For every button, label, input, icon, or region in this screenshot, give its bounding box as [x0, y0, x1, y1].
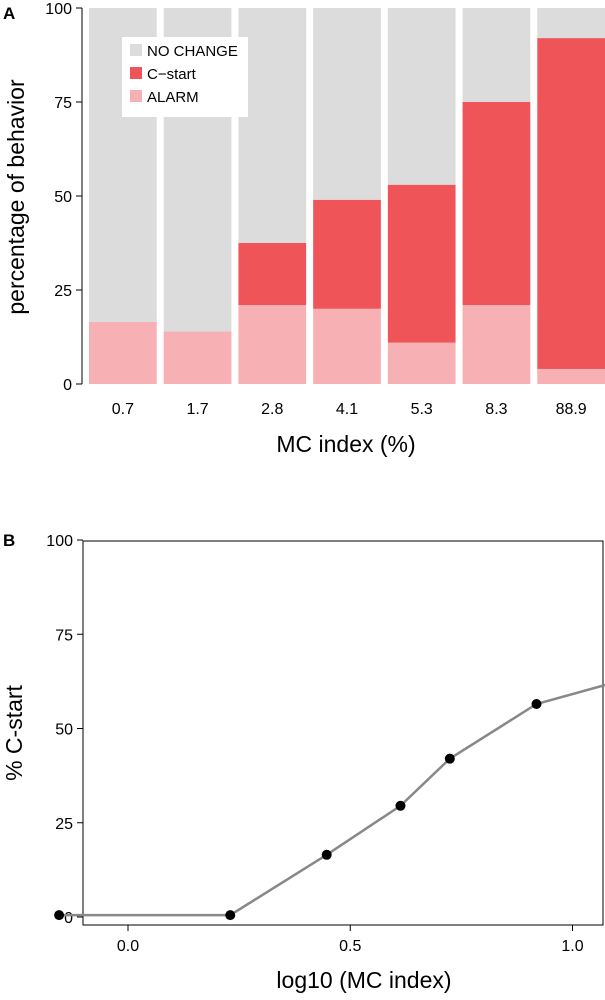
series-line-0	[59, 683, 605, 917]
legend-label: C−start	[147, 66, 197, 83]
legend-box	[122, 37, 248, 117]
x-tick-label: 4.1	[336, 401, 358, 418]
bar-c-start-3	[313, 199, 381, 309]
bar-no-change-6	[537, 8, 605, 39]
bar-no-change-4	[387, 8, 456, 185]
data-point-2	[321, 849, 332, 860]
x-tick-label: 0.7	[112, 401, 134, 418]
y-tick-label: 50	[55, 722, 73, 739]
data-point-1	[225, 910, 236, 921]
panel-b-frame	[82, 540, 604, 926]
panel-a-y-axis-label: percentage of behavior	[3, 79, 29, 315]
x-tick-label: 2.8	[261, 401, 283, 418]
data-point-0	[54, 910, 65, 921]
legend-swatch-0	[130, 44, 142, 56]
y-tick-label: 25	[54, 283, 72, 300]
x-tick-label: 88.9	[556, 401, 587, 418]
y-tick-label: 100	[45, 1, 72, 18]
y-tick-label: 50	[54, 189, 72, 206]
bar-no-change-3	[313, 8, 381, 200]
x-tick-label: 8.3	[485, 401, 507, 418]
legend-swatch-1	[130, 67, 142, 79]
panel-b-series	[54, 683, 605, 921]
data-point-5	[531, 698, 542, 709]
panel-a-legend: NO CHANGE C−start ALARM	[122, 37, 248, 117]
bar-alarm-3	[313, 308, 381, 384]
y-tick-label: 75	[55, 627, 73, 644]
x-tick-label: 1.0	[561, 938, 583, 955]
x-tick-label: 1.7	[186, 401, 208, 418]
bar-c-start-2	[238, 243, 307, 306]
panel-a-letter: A	[3, 4, 15, 23]
panel-b-y-axis-label: % C-start	[1, 684, 27, 780]
data-point-3	[395, 800, 406, 811]
y-tick-label: 100	[46, 533, 73, 550]
y-tick-label: 0	[63, 377, 72, 394]
panel-a-x-axis-label: MC index (%)	[276, 431, 415, 457]
bar-alarm-0	[89, 321, 157, 384]
bar-alarm-5	[462, 305, 531, 384]
bar-alarm-6	[537, 368, 605, 384]
panel-a-axes: 0.7 1.7 2.8 4.1 5.3 8.3 88.9 0 25 50 75 100	[45, 1, 587, 418]
x-tick-label: 0.5	[339, 938, 361, 955]
legend-swatch-2	[130, 90, 142, 102]
bar-c-start-5	[462, 102, 531, 306]
bar-alarm-2	[238, 305, 307, 384]
bar-alarm-1	[163, 331, 232, 384]
y-tick-label: 25	[55, 816, 73, 833]
x-tick-label: 5.3	[411, 401, 433, 418]
panel-b-letter: B	[3, 531, 15, 550]
bar-c-start-6	[537, 38, 605, 369]
bar-alarm-4	[387, 342, 456, 384]
data-point-4	[444, 753, 455, 764]
panel-a: A 0.7 1.7 2.8 4.1 5.3 8.3 88.9 0 25 50 75 100 NO CH…	[3, 1, 605, 457]
panel-b-x-axis-label: log10 (MC index)	[276, 967, 451, 993]
plot-frame	[82, 540, 604, 926]
legend-label: ALARM	[147, 89, 199, 106]
bar-c-start-4	[387, 184, 456, 343]
bar-no-change-2	[238, 8, 307, 243]
bar-no-change-5	[462, 8, 531, 102]
y-tick-label: 75	[54, 95, 72, 112]
y-tick-label: 0	[64, 910, 73, 927]
x-tick-label: 0.0	[117, 938, 139, 955]
legend-label: NO CHANGE	[147, 43, 238, 60]
